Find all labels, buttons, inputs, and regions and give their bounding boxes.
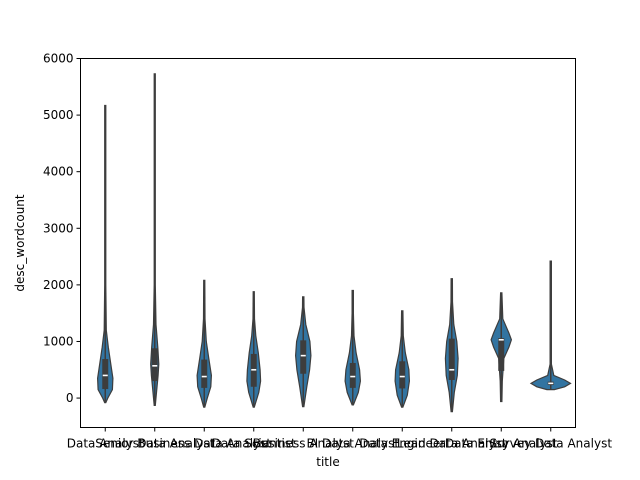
plot-frame xyxy=(80,58,576,428)
x-tick-label: Senior Data Analyst xyxy=(95,437,214,451)
y-tick-label: 2000 xyxy=(43,278,74,292)
violin-iqr-box xyxy=(349,362,356,388)
y-tick-label: 1000 xyxy=(43,334,74,348)
violin-iqr-box xyxy=(300,340,307,374)
violin-series-group xyxy=(96,73,572,413)
y-tick-label: 0 xyxy=(66,391,74,405)
x-tick-label: BI Data Analyst xyxy=(306,437,399,451)
y-axis: 0 1000 2000 3000 4000 5000 6000 xyxy=(43,52,81,405)
x-tick-label: Survey Data Analyst xyxy=(489,437,612,451)
violin-iqr-box xyxy=(399,361,406,389)
y-axis-label: desc_wordcount xyxy=(13,194,27,291)
x-tick-label: Data Scientist xyxy=(212,437,296,451)
violin-iqr-box xyxy=(201,359,208,388)
y-tick-label: 4000 xyxy=(43,165,74,179)
x-tick-label: Business Data Analyst xyxy=(137,437,271,451)
violin-iqr-box xyxy=(102,359,109,390)
x-tick-label: Data Entry Analyst xyxy=(445,437,558,451)
x-tick-label: Lead Data Analyst xyxy=(397,437,507,451)
y-tick-label: 3000 xyxy=(43,221,74,235)
x-tick-label: Data Engineer xyxy=(359,437,445,451)
violin-iqr-box xyxy=(498,338,505,371)
x-axis-label: title xyxy=(316,455,339,469)
x-tick-label: Business Analyst xyxy=(253,437,355,451)
x-tick-label: Data Analyst xyxy=(67,437,144,451)
violin-iqr-box xyxy=(151,348,158,382)
y-tick-label: 5000 xyxy=(43,108,74,122)
y-tick-label: 6000 xyxy=(43,52,74,66)
violin-iqr-box xyxy=(448,338,455,380)
